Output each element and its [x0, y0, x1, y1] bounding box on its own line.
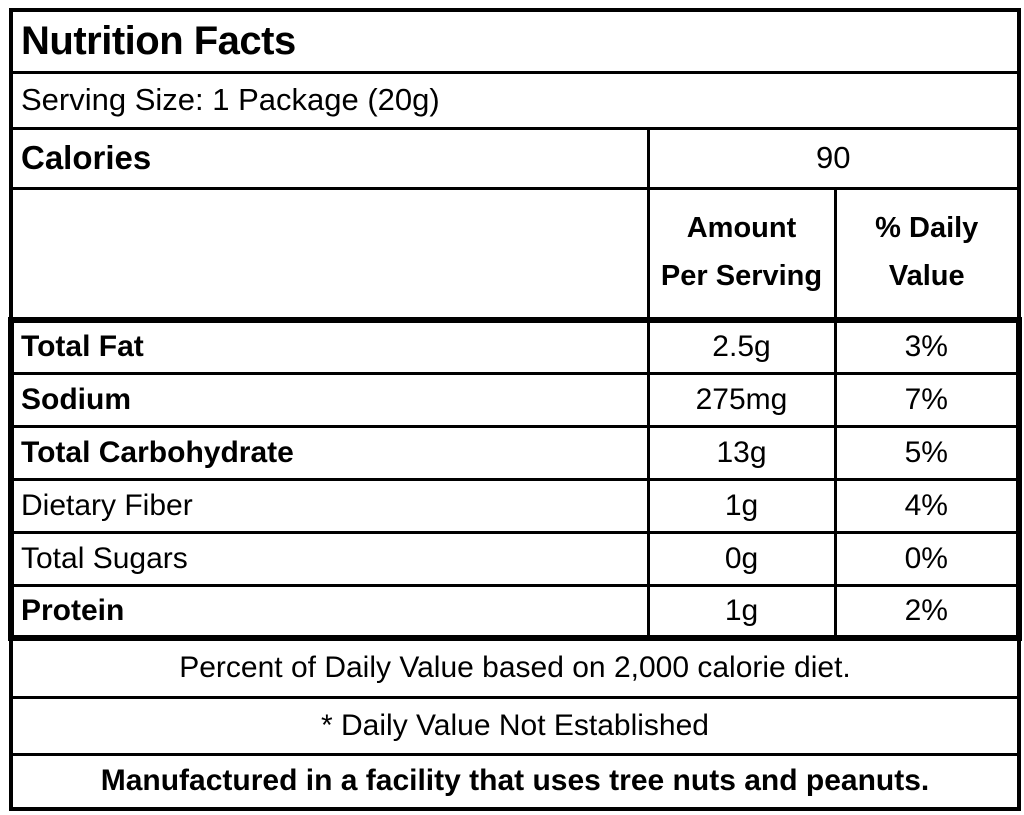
footnote-row: Percent of Daily Value based on 2,000 ca… [9, 636, 1021, 699]
nutrient-amount: 1g [646, 477, 837, 534]
page-title: Nutrition Facts [9, 8, 1021, 74]
serving-size-row: Serving Size: 1 Package (20g) [9, 70, 1021, 130]
nutrient-amount: 275mg [646, 371, 837, 428]
nutrient-name: Protein [8, 583, 650, 641]
title-row: Nutrition Facts [9, 8, 1021, 74]
nutrient-amount: 0g [646, 530, 837, 587]
nutrient-name: Total Carbohydrate [8, 424, 650, 481]
nutrient-row: Protein 1g 2% [8, 583, 1022, 641]
footnote-row: Manufactured in a facility that uses tre… [9, 752, 1021, 811]
daily-value-not-established-note: * Daily Value Not Established [9, 695, 1021, 756]
nutrient-name: Dietary Fiber [8, 477, 650, 534]
nutrient-daily-value: 3% [833, 317, 1022, 375]
amount-per-serving-header: Amount Per Serving [646, 186, 837, 322]
nutrient-daily-value: 7% [833, 371, 1022, 428]
nutrient-row: Total Fat 2.5g 3% [8, 317, 1022, 375]
nutrient-name: Total Fat [8, 317, 650, 375]
nutrient-daily-value: 2% [833, 583, 1022, 641]
nutrient-row: Total Sugars 0g 0% [8, 530, 1022, 587]
nutrient-name: Sodium [8, 371, 650, 428]
nutrient-name: Total Sugars [8, 530, 650, 587]
serving-size-text: Serving Size: 1 Package (20g) [9, 70, 1021, 130]
nutrient-row: Sodium 275mg 7% [8, 371, 1022, 428]
footnote-row: * Daily Value Not Established [9, 695, 1021, 756]
nutrient-row: Dietary Fiber 1g 4% [8, 477, 1022, 534]
daily-value-basis-note: Percent of Daily Value based on 2,000 ca… [9, 636, 1021, 699]
nutrition-facts-table: Nutrition Facts Serving Size: 1 Package … [8, 8, 1022, 811]
nutrient-amount: 2.5g [646, 317, 837, 375]
nutrient-daily-value: 5% [833, 424, 1022, 481]
column-header-row: Amount Per Serving % Daily Value [9, 186, 1021, 322]
calories-label: Calories [9, 126, 650, 190]
nutrient-daily-value: 4% [833, 477, 1022, 534]
nutrient-daily-value: 0% [833, 530, 1022, 587]
empty-header-cell [9, 186, 650, 322]
nutrient-amount: 1g [646, 583, 837, 641]
nutrient-row: Total Carbohydrate 13g 5% [8, 424, 1022, 481]
allergen-warning-note: Manufactured in a facility that uses tre… [9, 752, 1021, 811]
nutrient-amount: 13g [646, 424, 837, 481]
calories-row: Calories 90 [9, 126, 1021, 190]
calories-value: 90 [646, 126, 1021, 190]
percent-daily-value-header: % Daily Value [833, 186, 1021, 322]
